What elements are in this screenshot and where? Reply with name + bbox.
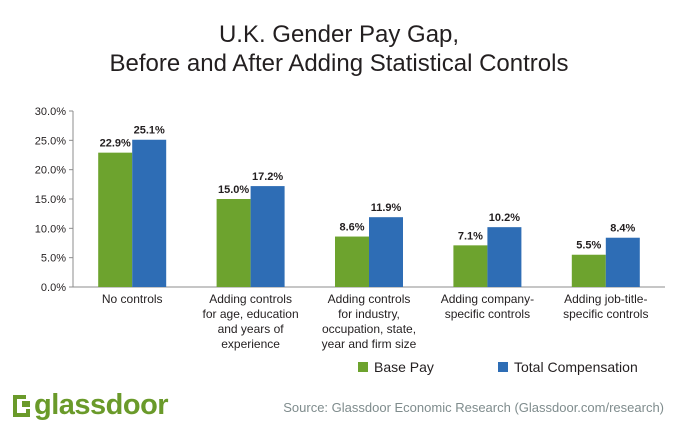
bar-base-pay: [453, 245, 488, 287]
data-label: 7.1%: [458, 230, 483, 242]
legend-label: Total Compensation: [514, 359, 638, 375]
glassdoor-logo-text: glassdoor: [34, 388, 169, 421]
category-label-line: for age, education: [203, 307, 299, 321]
data-label: 8.4%: [610, 223, 635, 235]
category-label-line: for industry,: [338, 307, 400, 321]
category-label: Adding company-specific controls: [441, 292, 534, 321]
category-label: No controls: [102, 292, 163, 306]
bar-total-compensation: [369, 217, 403, 287]
bar-base-pay: [571, 254, 606, 287]
bar-total-compensation: [250, 186, 285, 287]
bar-total-compensation: [132, 139, 167, 287]
category-label-line: year and firm size: [322, 337, 417, 351]
category-label-line: experience: [221, 337, 280, 351]
bars: 22.9%25.1% 15.0%17.2% 8.6% 11.9% 7.1% 10.2% 5.…: [98, 125, 640, 287]
legend-label: Base Pay: [374, 359, 434, 375]
y-tick-label: 15.0%: [35, 194, 66, 206]
bar-total-compensation: [487, 227, 522, 287]
legend: Base Pay Total Compensation: [358, 359, 638, 375]
chart-title-line-2: Before and After Adding Statistical Cont…: [109, 50, 569, 77]
data-label: 17.2%: [252, 171, 283, 183]
legend-swatch: [358, 362, 368, 372]
category-label-line: Adding job-title-: [564, 292, 647, 306]
category-label-line: Adding controls: [328, 292, 411, 306]
chart-title-line-1: U.K. Gender Pay Gap,: [218, 21, 460, 48]
data-label: 11.9%: [371, 202, 402, 214]
bar-base-pay: [98, 152, 133, 287]
bar-base-pay: [216, 199, 251, 287]
category-label-line: No controls: [102, 292, 163, 306]
bar-base-pay: [335, 236, 369, 287]
category-label: Adding controls for industry, occupation, …: [322, 292, 417, 351]
glassdoor-logo: glassdoor: [12, 388, 169, 422]
data-label: 25.1%: [134, 125, 165, 137]
category-label-line: specific controls: [445, 307, 530, 321]
category-label-line: and years of: [218, 322, 285, 336]
y-tick-label: 20.0%: [35, 165, 66, 177]
bar-chart: 0.0% 5.0% 10.0% 15.0% 20.0% 25.0% 30.0% 22.9%2…: [35, 106, 665, 375]
data-label: 8.6%: [339, 222, 364, 234]
glassdoor-logo-icon: [13, 393, 30, 417]
data-label: 5.5%: [576, 240, 601, 252]
source-note: Source: Glassdoor Economic Research (Gla…: [283, 400, 664, 415]
bar-total-compensation: [605, 237, 640, 287]
category-label-line: specific controls: [563, 307, 648, 321]
y-tick-label: 10.0%: [35, 223, 66, 235]
category-label-line: Adding controls: [209, 292, 292, 306]
category-labels: No controls Adding controls for age, educa…: [102, 292, 649, 351]
data-label: 10.2%: [489, 212, 520, 224]
category-label-line: Adding company-: [441, 292, 534, 306]
y-tick-label: 5.0%: [41, 253, 66, 265]
chart-title: U.K. Gender Pay Gap, Before and After Ad…: [0, 20, 678, 78]
legend-swatch: [498, 362, 508, 372]
y-axis: 0.0% 5.0% 10.0% 15.0% 20.0% 25.0% 30.0%: [35, 106, 665, 294]
y-tick-label: 30.0%: [35, 106, 66, 118]
category-label: Adding controls for age, education and yea…: [203, 292, 299, 351]
data-label: 22.9%: [100, 138, 131, 150]
y-tick-label: 25.0%: [35, 135, 66, 147]
data-label: 15.0%: [218, 184, 249, 196]
category-label-line: occupation, state,: [322, 322, 416, 336]
y-tick-label: 0.0%: [41, 282, 66, 294]
category-label: Adding job-title-specific controls: [563, 292, 648, 321]
